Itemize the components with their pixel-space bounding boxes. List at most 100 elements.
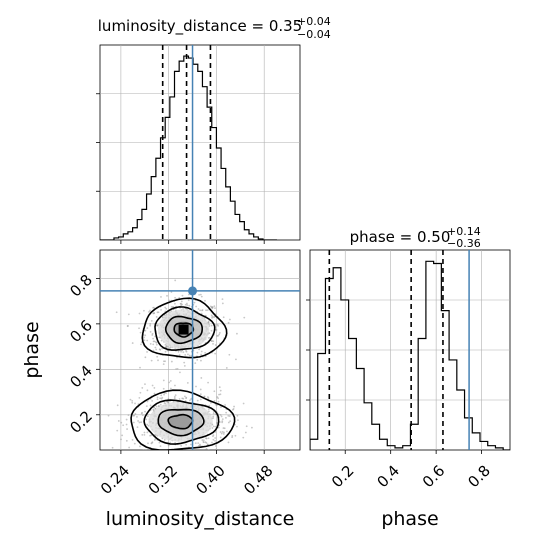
sample-point bbox=[155, 405, 158, 408]
sample-point bbox=[188, 449, 190, 450]
sample-point bbox=[180, 444, 183, 447]
sample-point bbox=[212, 342, 214, 345]
sample-point bbox=[158, 348, 161, 351]
x-tick-label: 0.48 bbox=[240, 462, 276, 498]
title-param: luminosity_distance bbox=[98, 17, 247, 36]
sample-point bbox=[146, 389, 149, 392]
sample-point bbox=[142, 449, 145, 450]
sample-point bbox=[198, 348, 200, 351]
sample-point bbox=[214, 323, 217, 326]
sample-point bbox=[150, 359, 153, 362]
sample-point bbox=[164, 360, 166, 363]
sample-point bbox=[198, 293, 201, 296]
sample-point bbox=[190, 443, 192, 446]
x-tick-label: 0.4 bbox=[373, 462, 403, 492]
sample-point bbox=[146, 327, 149, 329]
sample-point bbox=[182, 308, 185, 310]
sample-point bbox=[133, 442, 136, 445]
title-err-minus: −0.04 bbox=[297, 28, 331, 41]
sample-point bbox=[177, 350, 180, 353]
ticks: 0.24 0.32 0.40 0.48 0.2 0.4 0.6 0.8 bbox=[66, 271, 276, 498]
sample-point bbox=[213, 399, 216, 402]
contour-line bbox=[143, 399, 220, 445]
sample-point bbox=[217, 397, 219, 400]
sample-point bbox=[212, 434, 215, 437]
sample-point bbox=[141, 414, 144, 417]
sample-point bbox=[214, 344, 217, 346]
sample-point bbox=[116, 404, 119, 407]
sample-point bbox=[236, 332, 238, 335]
sample-point bbox=[231, 434, 234, 437]
sample-point bbox=[199, 393, 202, 396]
sample-point bbox=[152, 337, 155, 340]
sample-point bbox=[145, 418, 148, 421]
sample-point bbox=[184, 303, 187, 306]
sample-point bbox=[127, 313, 130, 316]
sample-point bbox=[218, 332, 221, 334]
sample-point bbox=[215, 422, 218, 424]
sample-point bbox=[196, 351, 199, 354]
sample-point bbox=[165, 454, 167, 456]
sample-point bbox=[146, 339, 149, 342]
sample-point bbox=[155, 341, 157, 343]
sample-point bbox=[128, 446, 131, 449]
sample-point bbox=[207, 437, 210, 440]
x-tick-label: 0.40 bbox=[192, 462, 228, 498]
sample-point bbox=[206, 443, 209, 446]
sample-point bbox=[208, 337, 211, 339]
sample-point bbox=[180, 304, 183, 307]
sample-points bbox=[107, 279, 253, 456]
sample-point bbox=[233, 405, 235, 408]
sample-point bbox=[159, 397, 162, 400]
sample-point bbox=[213, 305, 216, 308]
panel-joint-contour: 0.24 0.32 0.40 0.48 0.2 0.4 0.6 0.8 luminosity_… bbox=[21, 249, 301, 530]
sample-point bbox=[126, 428, 128, 430]
sample-point bbox=[138, 396, 141, 399]
sample-point bbox=[182, 351, 185, 354]
sample-point bbox=[219, 431, 222, 433]
contour-line bbox=[154, 306, 216, 351]
sample-point bbox=[125, 423, 128, 426]
sample-point bbox=[129, 398, 132, 401]
sample-point bbox=[170, 306, 173, 308]
sample-point bbox=[151, 399, 154, 402]
sample-point bbox=[207, 408, 210, 411]
sample-point bbox=[192, 451, 194, 453]
sample-point bbox=[195, 385, 197, 388]
sample-point bbox=[151, 384, 154, 387]
sample-point bbox=[185, 396, 188, 399]
sample-point bbox=[167, 444, 170, 447]
sample-point bbox=[206, 309, 209, 312]
sample-point bbox=[184, 399, 187, 402]
sample-point bbox=[147, 442, 149, 445]
sample-point bbox=[158, 452, 160, 454]
x-axis-label: luminosity_distance bbox=[106, 508, 295, 530]
sample-point bbox=[155, 343, 158, 346]
sample-point bbox=[164, 306, 167, 309]
sample-point bbox=[200, 377, 203, 379]
x-tick-label: 0.8 bbox=[464, 462, 494, 492]
grid bbox=[310, 250, 510, 450]
sample-point bbox=[174, 384, 176, 387]
sample-point bbox=[151, 332, 154, 335]
sample-point bbox=[134, 412, 137, 415]
sample-point bbox=[214, 403, 217, 406]
sample-point bbox=[155, 316, 158, 318]
sample-point bbox=[181, 454, 183, 456]
sample-point bbox=[211, 441, 213, 444]
x-tick-label: 0.24 bbox=[97, 462, 133, 498]
sample-point bbox=[173, 397, 176, 400]
sample-point bbox=[158, 452, 160, 454]
sample-point bbox=[231, 436, 234, 439]
panel-phase-histogram: 0.2 0.4 0.6 0.8 phase = 0.50 +0.14 −0.36 ph… bbox=[306, 225, 511, 530]
sample-point bbox=[169, 441, 172, 444]
sample-point bbox=[207, 321, 210, 324]
sample-point bbox=[140, 343, 142, 346]
sample-point bbox=[200, 295, 203, 298]
sample-point bbox=[222, 316, 225, 319]
sample-point bbox=[164, 350, 167, 353]
sample-point bbox=[206, 396, 209, 398]
sample-point bbox=[149, 324, 152, 327]
sample-point bbox=[183, 361, 186, 364]
sample-point bbox=[165, 307, 168, 310]
